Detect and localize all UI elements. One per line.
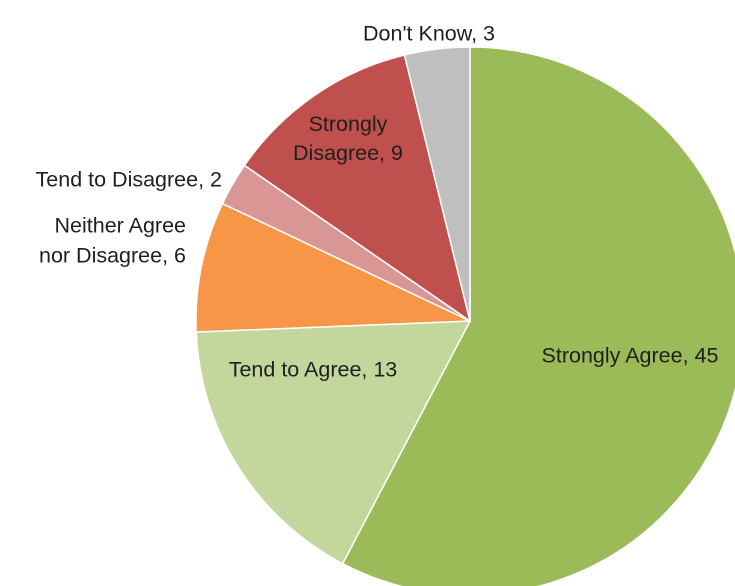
pie-slice-neither-agree-nor-disagree: [195, 202, 471, 333]
pie-slice-tend-to-agree: [195, 320, 472, 565]
slice-label-neither-agree-nor-disagree: Neither Agree nor Disagree, 6: [39, 214, 186, 268]
slice-label-line: Tend to Disagree, 2: [36, 168, 222, 192]
pie-slice-strongly-disagree: [243, 54, 472, 323]
slice-label-line: nor Disagree, 6: [39, 244, 186, 268]
pie-slice-don-t-know: [403, 46, 471, 322]
slice-label-line: Strongly Agree, 45: [542, 344, 719, 368]
slice-label-tend-to-agree: Tend to Agree, 13: [229, 358, 398, 382]
slice-label-line: Tend to Agree, 13: [229, 358, 398, 382]
pie-slices: [195, 46, 735, 586]
slice-label-line: Disagree, 9: [293, 141, 403, 165]
slice-label-don-t-know: Don't Know, 3: [363, 22, 495, 46]
slice-label-line: Strongly: [309, 112, 388, 136]
slice-label-strongly-disagree: Strongly Disagree, 9: [293, 112, 403, 165]
slice-label-tend-to-disagree: Tend to Disagree, 2: [36, 168, 222, 192]
pie-slice-strongly-agree: [341, 46, 735, 586]
slice-label-line: Don't Know, 3: [363, 22, 495, 46]
slice-label-strongly-agree: Strongly Agree, 45: [542, 344, 719, 368]
slice-label-line: Neither Agree: [55, 214, 186, 238]
pie-labels: Strongly Agree, 45 Tend to Agree, 13 Neith…: [36, 22, 719, 382]
